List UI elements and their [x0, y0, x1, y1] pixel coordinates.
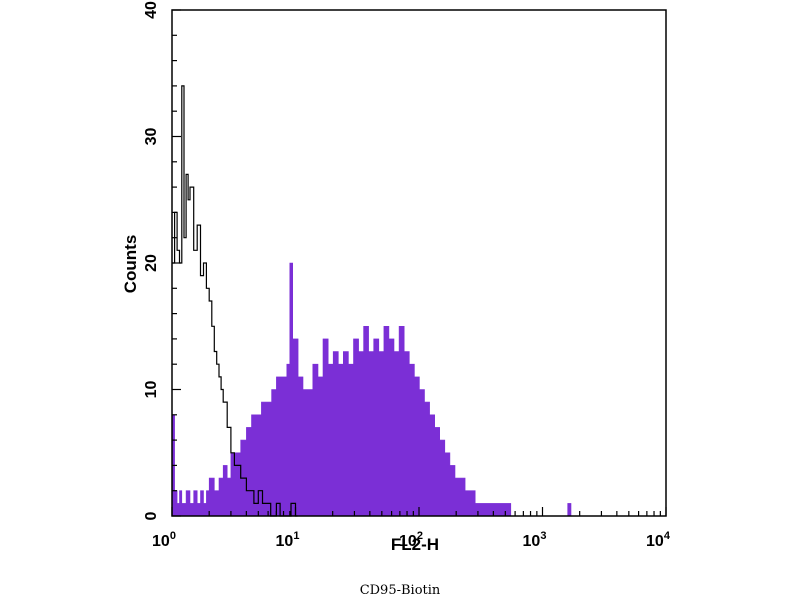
y-tick-label: 40	[143, 1, 160, 19]
y-axis-ticks: 0 10 20 30 40	[143, 1, 181, 520]
series-1-outline	[172, 85, 298, 517]
y-axis-title: Counts	[121, 235, 140, 294]
x-tick-label: 104	[646, 530, 671, 550]
x-tick-label: 100	[152, 530, 176, 550]
y-tick-label: 10	[143, 381, 160, 399]
x-tick-label: 101	[276, 530, 300, 550]
series-layer	[171, 85, 573, 517]
series-0-histogram	[171, 262, 573, 517]
x-axis-ticks: 100 101 102 103 104	[152, 507, 671, 550]
figure-caption: CD95-Biotin	[359, 583, 441, 598]
x-tick-label: 103	[523, 530, 547, 550]
x-axis-title: FL2-H	[391, 535, 439, 554]
x-tick-label: 102	[399, 530, 423, 550]
y-tick-label: 0	[143, 511, 160, 520]
y-tick-label: 20	[143, 254, 160, 272]
y-tick-label: 30	[143, 128, 160, 146]
